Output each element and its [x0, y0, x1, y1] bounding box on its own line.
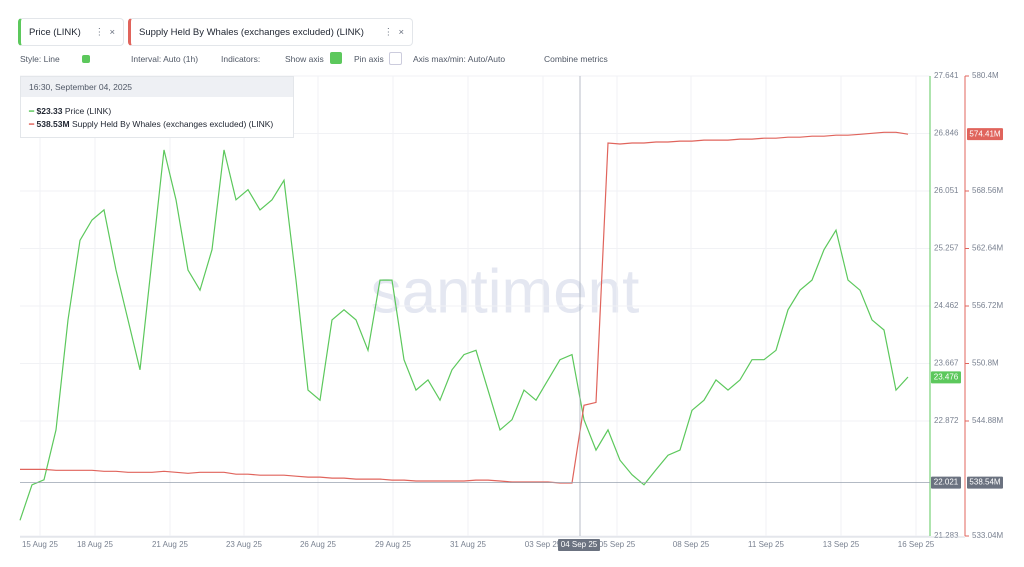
y2-tick-label: 568.56M	[972, 186, 1003, 195]
y2-tick-label: 550.8M	[972, 359, 999, 368]
tooltip-label: Supply Held By Whales (exchanges exclude…	[71, 119, 274, 129]
show-axis[interactable]: Show axis	[285, 54, 324, 64]
x-tick-label: 31 Aug 25	[450, 540, 487, 549]
y-tick-label: 26.846	[934, 129, 959, 138]
x-tick-label: 23 Aug 25	[226, 540, 263, 549]
watermark: santiment	[371, 257, 640, 326]
checkbox[interactable]	[389, 52, 402, 65]
x-tick-label: 26 Aug 25	[300, 540, 337, 549]
x-tick-label: 11 Sep 25	[748, 540, 784, 549]
y2-tick-label: 580.4M	[972, 71, 999, 80]
y2-tick-label: 562.64M	[972, 244, 1003, 253]
y-tick-label: 23.667	[934, 359, 959, 368]
tooltip-row: ━ $23.33 Price (LINK)	[29, 106, 112, 116]
crosshair-y2-label-bg	[967, 476, 1003, 489]
axis-range[interactable]: Axis max/min: Auto/Auto	[413, 54, 506, 64]
y-tick-label: 24.462	[934, 301, 959, 310]
x-tick-label: 15 Aug 25	[22, 540, 59, 549]
y2-tick-label: 544.88M	[972, 416, 1003, 425]
tooltip-row: ━ 538.53M Supply Held By Whales (exchang…	[29, 119, 274, 129]
y-tick-label: 26.051	[934, 186, 959, 195]
crosshair-y-label-bg	[931, 476, 961, 489]
tooltip-value: $23.33	[36, 106, 63, 116]
y-tick-label: 27.641	[934, 71, 959, 80]
series-line	[19, 149, 909, 521]
interval-select[interactable]: Interval: Auto (1h)	[131, 54, 199, 64]
tooltip-label: Price (LINK)	[64, 106, 112, 116]
last-value-bg	[931, 371, 961, 384]
close[interactable]: ⋮ ×	[94, 26, 115, 38]
tooltip: 16:30, September 04, 2025 ━ $23.33 Price…	[20, 76, 294, 138]
y-tick-label: 21.283	[934, 531, 959, 540]
series-line	[20, 131, 909, 484]
x-tick-label: 29 Aug 25	[375, 540, 412, 549]
x-tick-label: 03 Sep 25	[525, 540, 562, 549]
last-value-bg	[967, 128, 1003, 141]
metric-tab[interactable]: Supply Held By Whales (exchanges exclude…	[128, 18, 413, 46]
last-value: 23.476	[934, 372, 959, 381]
y2-tick-label: 533.04M	[972, 531, 1003, 540]
tooltip-time: 16:30, September 04, 2025	[21, 77, 293, 97]
x-tick-label: 08 Sep 25	[673, 540, 710, 549]
crosshair-x-label: 04 Sep 25	[561, 540, 598, 549]
metric-tab[interactable]: Price (LINK) ⋮ ×	[18, 18, 124, 46]
x-tick-label: 16 Sep 25	[898, 540, 935, 549]
x-tick-label: 05 Sep 25	[599, 540, 636, 549]
metric-name: Supply Held By Whales (exchanges exclude…	[139, 26, 364, 38]
tooltip-value: 538.53M	[36, 119, 70, 129]
crosshair-y2-label: 538.54M	[969, 478, 1000, 487]
x-tick-label: 13 Sep 25	[823, 540, 860, 549]
y-tick-label: 25.257	[934, 244, 959, 253]
metric-name: Price (LINK)	[29, 26, 81, 38]
pin-axis[interactable]: Pin axis	[354, 54, 384, 64]
close[interactable]: ⋮ ×	[383, 26, 404, 38]
crosshair-y-label: 22.021	[934, 478, 959, 487]
x-tick-label: 21 Aug 25	[152, 540, 189, 549]
y2-tick-label: 556.72M	[972, 301, 1003, 310]
style-select[interactable]: Style: Line	[20, 54, 60, 64]
indicators[interactable]: Indicators:	[221, 54, 261, 64]
x-tick-label: 18 Aug 25	[77, 540, 114, 549]
y-tick-label: 22.872	[934, 416, 959, 425]
combine-metrics[interactable]: Combine metrics	[544, 54, 608, 64]
checkbox[interactable]	[330, 52, 342, 64]
last-value: 574.41M	[969, 129, 1000, 138]
crosshair-x-label-bg	[558, 539, 600, 551]
color-select[interactable]	[82, 55, 90, 63]
